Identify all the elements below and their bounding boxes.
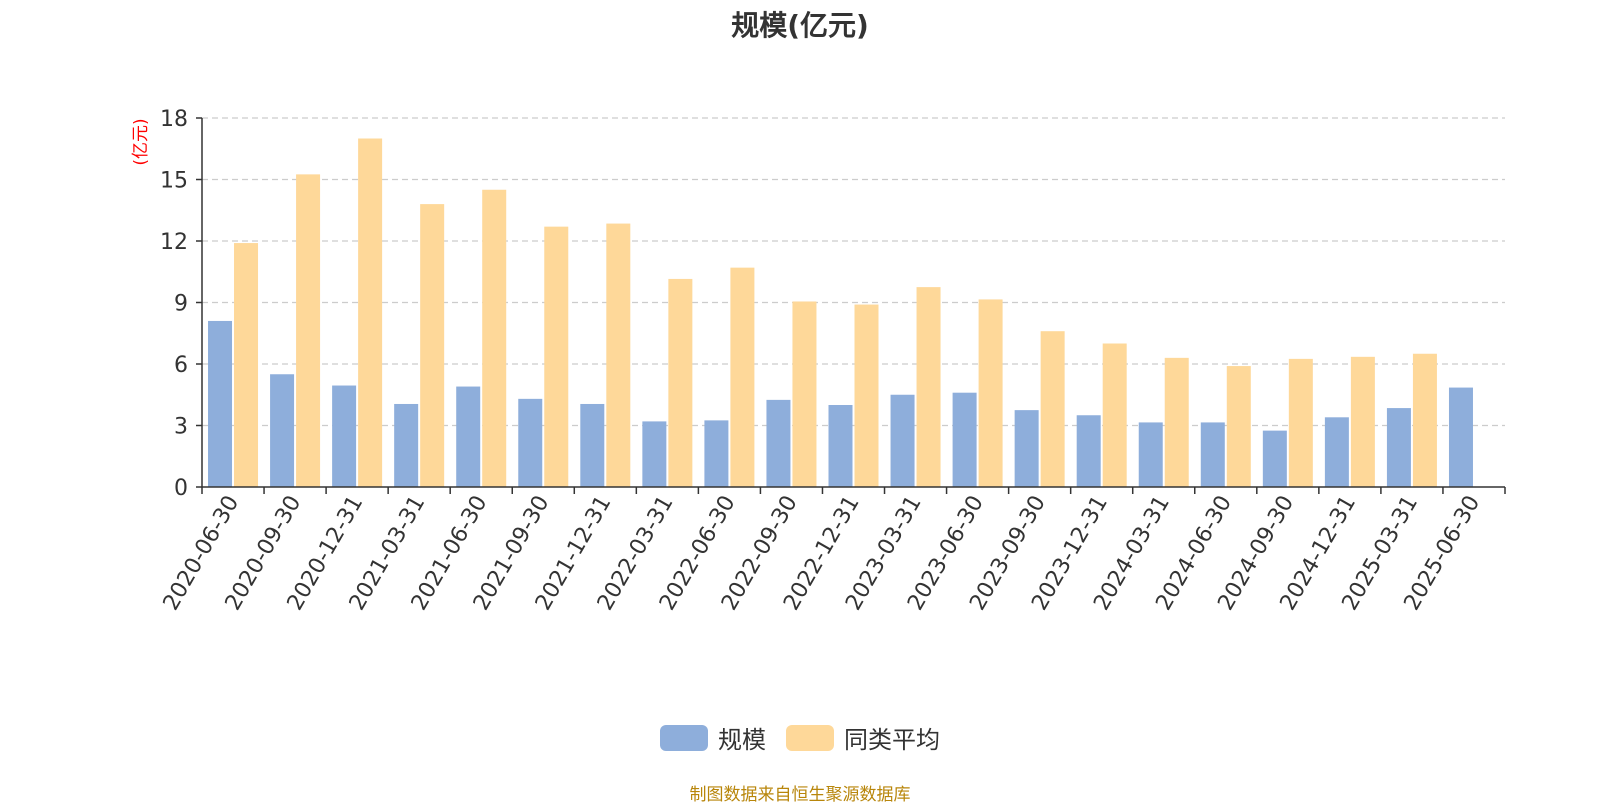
legend-label-series1: 规模 [718,726,766,754]
legend-item-series2[interactable]: 同类平均 [786,720,940,755]
bars [208,138,1473,487]
y-tick-label: 12 [160,230,188,255]
bar-series1 [1324,417,1349,487]
bar-series1 [1076,415,1101,487]
bar-series1 [1200,422,1225,487]
bar-series2 [1226,366,1251,487]
bar-series1 [394,403,419,487]
bar-series2 [1288,358,1313,487]
bar-series2 [420,204,445,487]
y-tick-label: 0 [174,476,188,501]
bar-series2 [854,304,879,487]
bar-series2 [668,278,693,487]
bar-series2 [792,301,817,487]
y-tick-label: 9 [174,292,188,317]
y-tick-label: 3 [174,415,188,440]
bar-series2 [606,223,631,487]
bar-series2 [358,138,383,487]
y-tick-label: 6 [174,353,188,378]
y-axis-unit-label: (亿元) [131,118,151,165]
bar-series2 [730,267,755,487]
bar-series1 [704,420,729,487]
bar-series1 [1262,430,1287,487]
bar-series1 [1014,410,1039,487]
chart-title: 规模(亿元) [731,9,869,42]
bar-series2 [1164,357,1189,487]
legend-item-series1[interactable]: 规模 [660,720,766,755]
source-note: 制图数据来自恒生聚源数据库 [689,785,911,805]
bar-series2 [234,243,259,487]
bar-series1 [518,398,543,487]
bar-series2 [1350,356,1375,487]
bar-series2 [1412,353,1437,487]
bar-series1 [270,374,295,487]
bar-series1 [642,421,667,487]
legend-swatch-series2 [786,724,834,751]
grid-lines [202,117,1505,427]
legend-label-series2: 同类平均 [844,726,940,754]
bar-series1 [580,403,605,487]
bar-series2 [1040,331,1065,487]
bar-series1 [766,399,791,487]
bar-series2 [1102,343,1127,487]
bar-series2 [978,299,1003,487]
legend: 规模 同类平均 [0,720,1600,755]
bar-series2 [482,189,507,487]
bar-series1 [456,386,481,487]
bar-series1 [332,385,357,487]
bar-series1 [828,405,853,487]
bar-series2 [296,174,321,487]
bar-series2 [544,226,569,487]
legend-swatch-series1 [660,724,708,751]
bar-series1 [1448,387,1473,487]
y-tick-label: 18 [160,107,188,132]
bar-series2 [916,287,941,487]
bar-series1 [890,394,915,487]
bar-series1 [952,392,977,487]
y-tick-label: 15 [160,169,188,194]
bar-series1 [1138,422,1163,487]
bar-series1 [1386,408,1411,487]
bar-series1 [208,320,233,487]
